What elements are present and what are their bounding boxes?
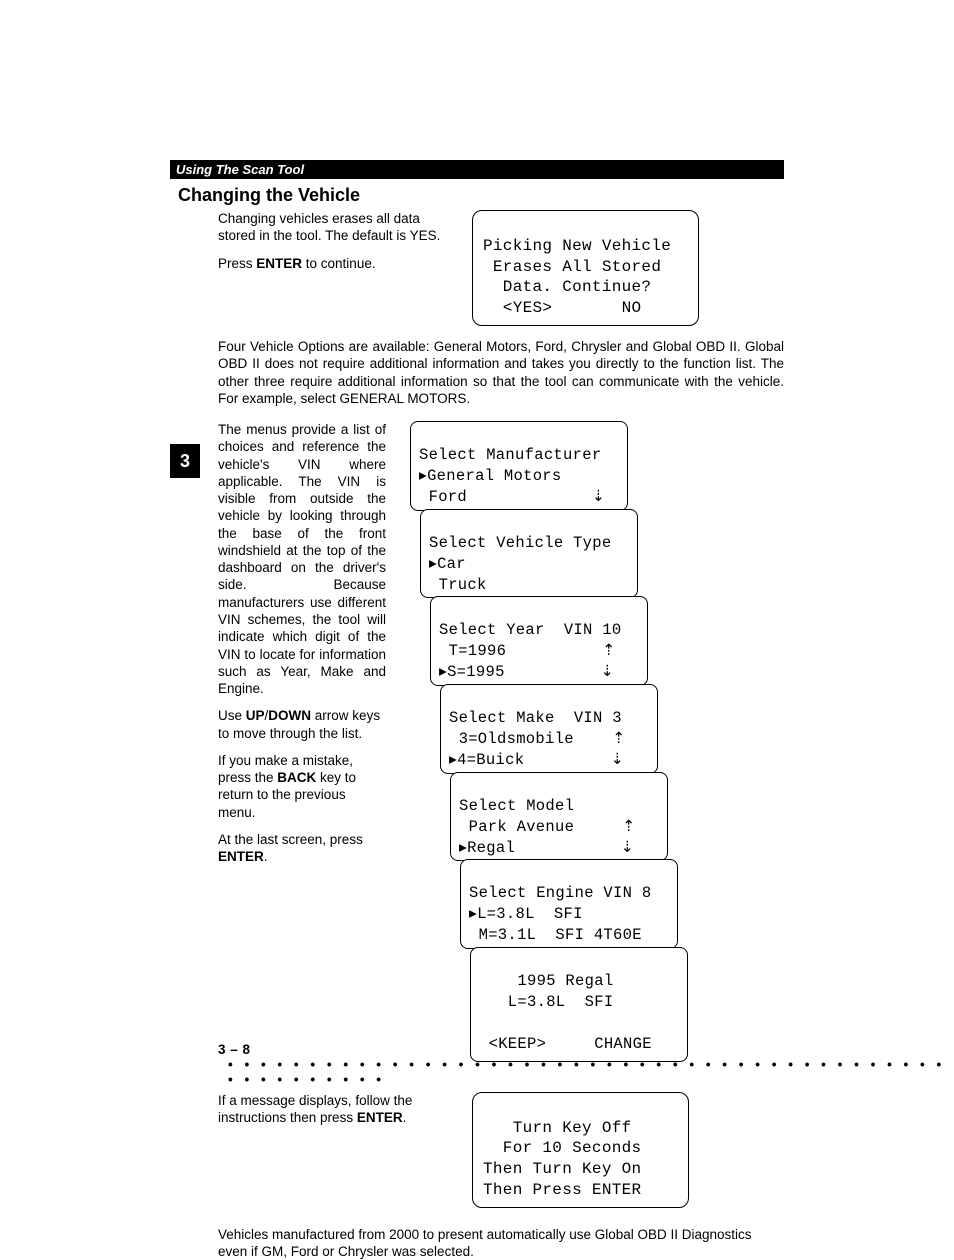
cas3: Select Year VIN 10 T=1996 ⇡ ▸S=1995 ⇣ (430, 596, 648, 686)
c1l1: Select Manufacturer (419, 446, 601, 464)
para7: At the last screen, press ENTER. (218, 831, 386, 866)
p7-post: . (264, 849, 268, 864)
c3l2: T=1996 ⇡ (439, 642, 616, 660)
footer-dots: • • • • • • • • • • • • • • • • • • • • … (228, 1057, 954, 1087)
lcd1-l4: <YES> NO (483, 299, 641, 317)
p7-b: ENTER (218, 849, 264, 864)
para2: Press ENTER to continue. (218, 255, 448, 272)
intro-text: Changing vehicles erases all data stored… (218, 210, 448, 272)
lcd-cascade: Select Manufacturer ▸General Motors Ford… (410, 421, 688, 1060)
c4l1: Select Make VIN 3 (449, 709, 622, 727)
c5l1: Select Model (459, 797, 574, 815)
lcd3-l4: Then Press ENTER (483, 1181, 641, 1199)
c2l2: ▸Car (429, 555, 466, 573)
section-title: Changing the Vehicle (178, 185, 784, 206)
para9: Vehicles manufactured from 2000 to prese… (218, 1226, 784, 1260)
lcd3-l2: For 10 Seconds (483, 1139, 641, 1157)
cas6: Select Engine VIN 8 ▸L=3.8L SFI M=3.1L S… (460, 859, 678, 949)
p8-post: . (403, 1110, 407, 1125)
c7l1: 1995 Regal (479, 972, 613, 990)
c5l3: ▸Regal ⇣ (459, 839, 634, 857)
cas5: Select Model Park Avenue ⇡ ▸Regal ⇣ (450, 772, 668, 862)
para3: Four Vehicle Options are available: Gene… (218, 338, 784, 407)
para2-bold: ENTER (256, 256, 302, 271)
lcd-screen-3: Turn Key Off For 10 Seconds Then Turn Ke… (472, 1092, 689, 1208)
c4l3: ▸4=Buick ⇣ (449, 751, 624, 769)
c1l3: Ford ⇣ (419, 488, 605, 506)
cas1: Select Manufacturer ▸General Motors Ford… (410, 421, 628, 511)
c2l1: Select Vehicle Type (429, 534, 611, 552)
para1-line1: Changing vehicles erases all data (218, 210, 448, 227)
para1-line2: stored in the tool. The default is YES. (218, 227, 448, 244)
p8-b: ENTER (357, 1110, 403, 1125)
p7-pre: At the last screen, press (218, 832, 363, 847)
page: 3 Using The Scan Tool Changing the Vehic… (0, 0, 954, 1235)
c6l2: ▸L=3.8L SFI (469, 905, 583, 923)
c6l1: Select Engine VIN 8 (469, 884, 651, 902)
header-bar: Using The Scan Tool (170, 160, 784, 179)
row-intro: Changing vehicles erases all data stored… (218, 210, 784, 326)
c6l3: M=3.1L SFI 4T60E (469, 926, 642, 944)
row-cascade: The menus provide a list of choices and … (218, 421, 784, 1060)
p6-b: BACK (277, 770, 316, 785)
lcd1-l2: Erases All Stored (483, 258, 661, 276)
footer-page: 3 – 8 (218, 1042, 251, 1057)
cas4: Select Make VIN 3 3=Oldsmobile ⇡ ▸4=Buic… (440, 684, 658, 774)
p5-pre: Use (218, 708, 246, 723)
cascade-text: The menus provide a list of choices and … (218, 421, 386, 865)
c5l2: Park Avenue ⇡ (459, 818, 636, 836)
row-message: If a message displays, follow the instru… (218, 1092, 784, 1208)
page-footer: 3 – 8 • • • • • • • • • • • • • • • • • … (218, 1042, 954, 1087)
lcd3-l1: Turn Key Off (483, 1119, 632, 1137)
para2-post: to continue. (302, 256, 376, 271)
p5-b1: UP (246, 708, 265, 723)
lcd3-l3: Then Turn Key On (483, 1160, 641, 1178)
c1l2: ▸General Motors (419, 467, 562, 485)
para8: If a message displays, follow the instru… (218, 1092, 448, 1127)
c2l3: Truck (429, 576, 487, 594)
chapter-tab: 3 (170, 444, 200, 478)
p5-b2: DOWN (268, 708, 311, 723)
para5: Use UP/DOWN arrow keys to move through t… (218, 707, 386, 742)
lcd1-l3: Data. Continue? (483, 278, 651, 296)
para4: The menus provide a list of choices and … (218, 421, 386, 697)
lcd1-l1: Picking New Vehicle (483, 237, 671, 255)
c3l3: ▸S=1995 ⇣ (439, 663, 614, 681)
c7l2: L=3.8L SFI (479, 993, 613, 1011)
c3l1: Select Year VIN 10 (439, 621, 621, 639)
para6: If you make a mistake, press the BACK ke… (218, 752, 386, 821)
lcd-screen-1: Picking New Vehicle Erases All Stored Da… (472, 210, 699, 326)
c4l2: 3=Oldsmobile ⇡ (449, 730, 626, 748)
cas2: Select Vehicle Type ▸Car Truck (420, 509, 638, 599)
para2-pre: Press (218, 256, 256, 271)
